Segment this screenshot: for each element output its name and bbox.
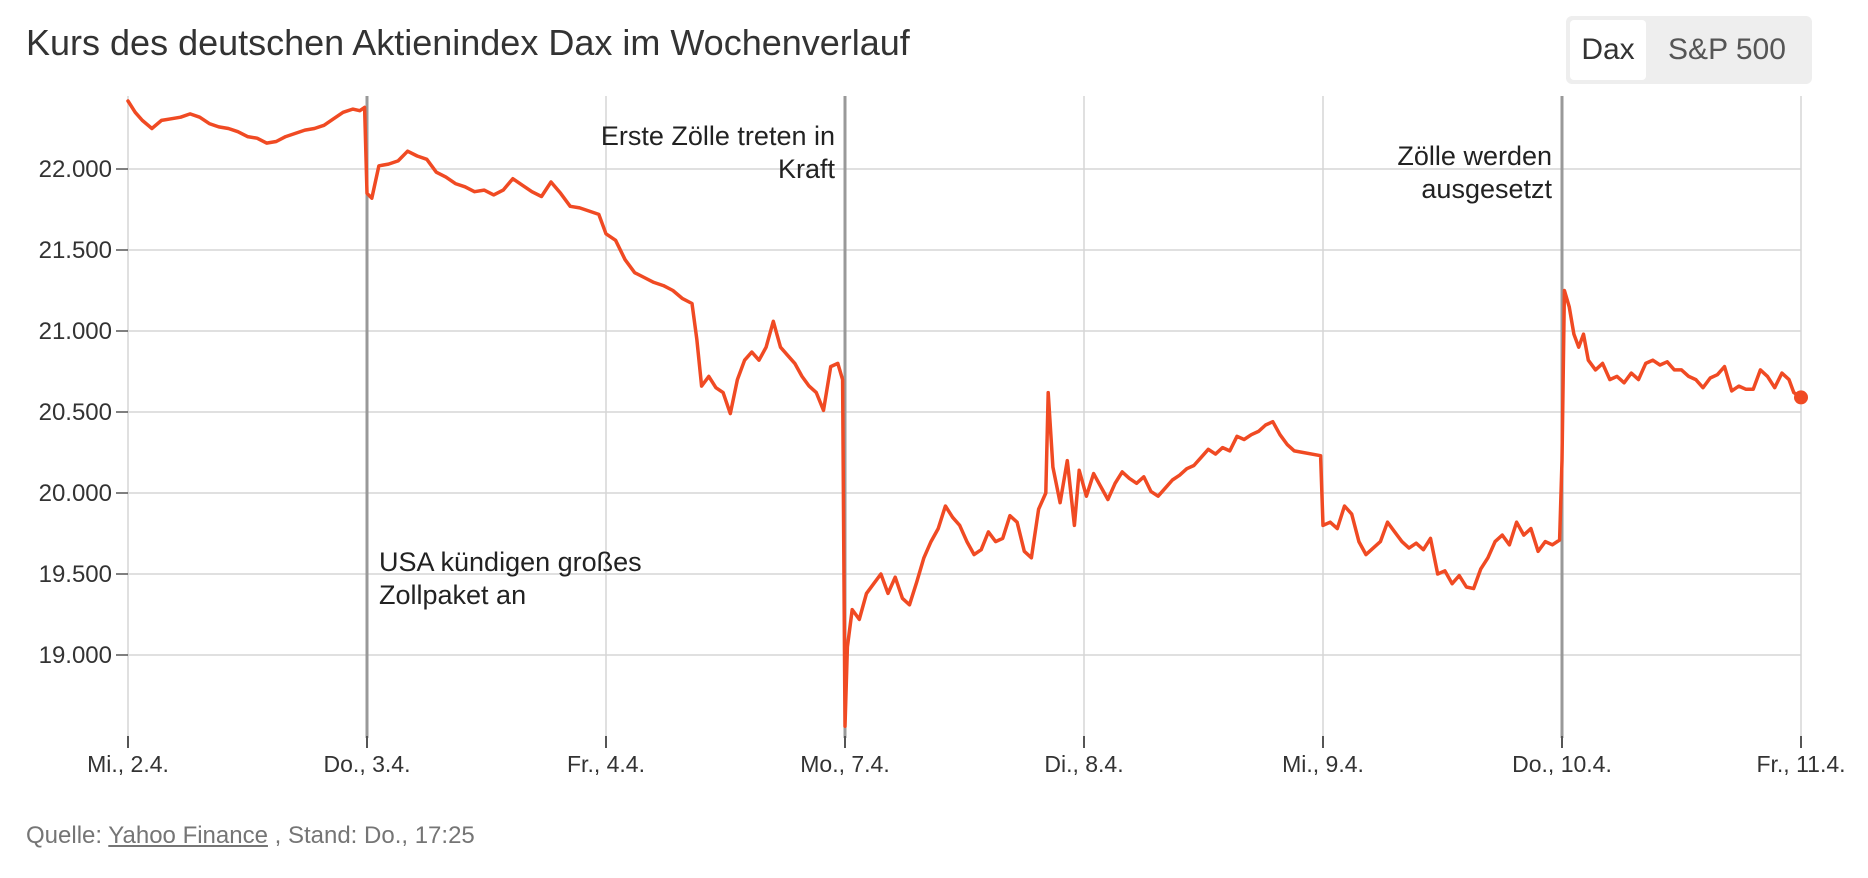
annotation-texts: USA kündigen großes Zollpaket an Erste Zöl…: [379, 121, 1552, 610]
x-tick-label: Mo., 7.4.: [800, 751, 889, 777]
source-link[interactable]: Yahoo Finance: [108, 822, 268, 849]
y-tick-label: 21.500: [39, 237, 112, 264]
x-tick-label: Do., 10.4.: [1512, 751, 1612, 777]
x-tick-label: Di., 8.4.: [1044, 751, 1123, 777]
series-line: [126, 99, 1803, 729]
dax-line-chart: 19.000 19.500 20.000 20.500 21.000 21.500 22.0…: [39, 96, 1846, 777]
toggle-sp500-button[interactable]: S&P 500: [1668, 33, 1786, 66]
y-tick-label: 21.000: [39, 318, 112, 345]
source-note: Quelle: Yahoo Finance , Stand: Do., 17:2…: [26, 822, 475, 850]
series-layer: [126, 99, 1808, 729]
index-toggle: Dax S&P 500: [1566, 16, 1812, 84]
x-tick-label: Mi., 9.4.: [1282, 751, 1364, 777]
chart-title: Kurs des deutschen Aktienindex Dax im Wo…: [26, 22, 910, 63]
annotation-text: USA kündigen großes Zollpaket an: [379, 547, 642, 610]
x-axis-ticks: Mi., 2.4. Do., 3.4. Fr., 4.4. Mo., 7.4. Di.,…: [87, 736, 1846, 777]
day-lines: [127, 96, 1802, 738]
gridlines: [128, 168, 1801, 656]
annotation-text: Erste Zölle treten in Kraft: [601, 121, 836, 184]
x-tick-label: Mi., 2.4.: [87, 751, 169, 777]
source-suffix: , Stand: Do., 17:25: [274, 822, 475, 849]
source-prefix: Quelle:: [26, 822, 103, 849]
y-tick-label: 20.500: [39, 399, 112, 426]
x-tick-label: Fr., 11.4.: [1756, 751, 1845, 777]
toggle-dax-button[interactable]: Dax: [1570, 20, 1646, 80]
annotation-text: Zölle werden ausgesetzt: [1397, 141, 1552, 204]
x-tick-label: Do., 3.4.: [324, 751, 411, 777]
last-value-point[interactable]: [1794, 390, 1808, 405]
y-tick-label: 19.500: [39, 561, 112, 588]
y-tick-label: 19.000: [39, 642, 112, 669]
y-axis-ticks: 19.000 19.500 20.000 20.500 21.000 21.500 22.0…: [39, 156, 128, 669]
y-tick-label: 20.000: [39, 480, 112, 507]
y-tick-label: 22.000: [39, 156, 112, 183]
x-tick-label: Fr., 4.4.: [567, 751, 645, 777]
